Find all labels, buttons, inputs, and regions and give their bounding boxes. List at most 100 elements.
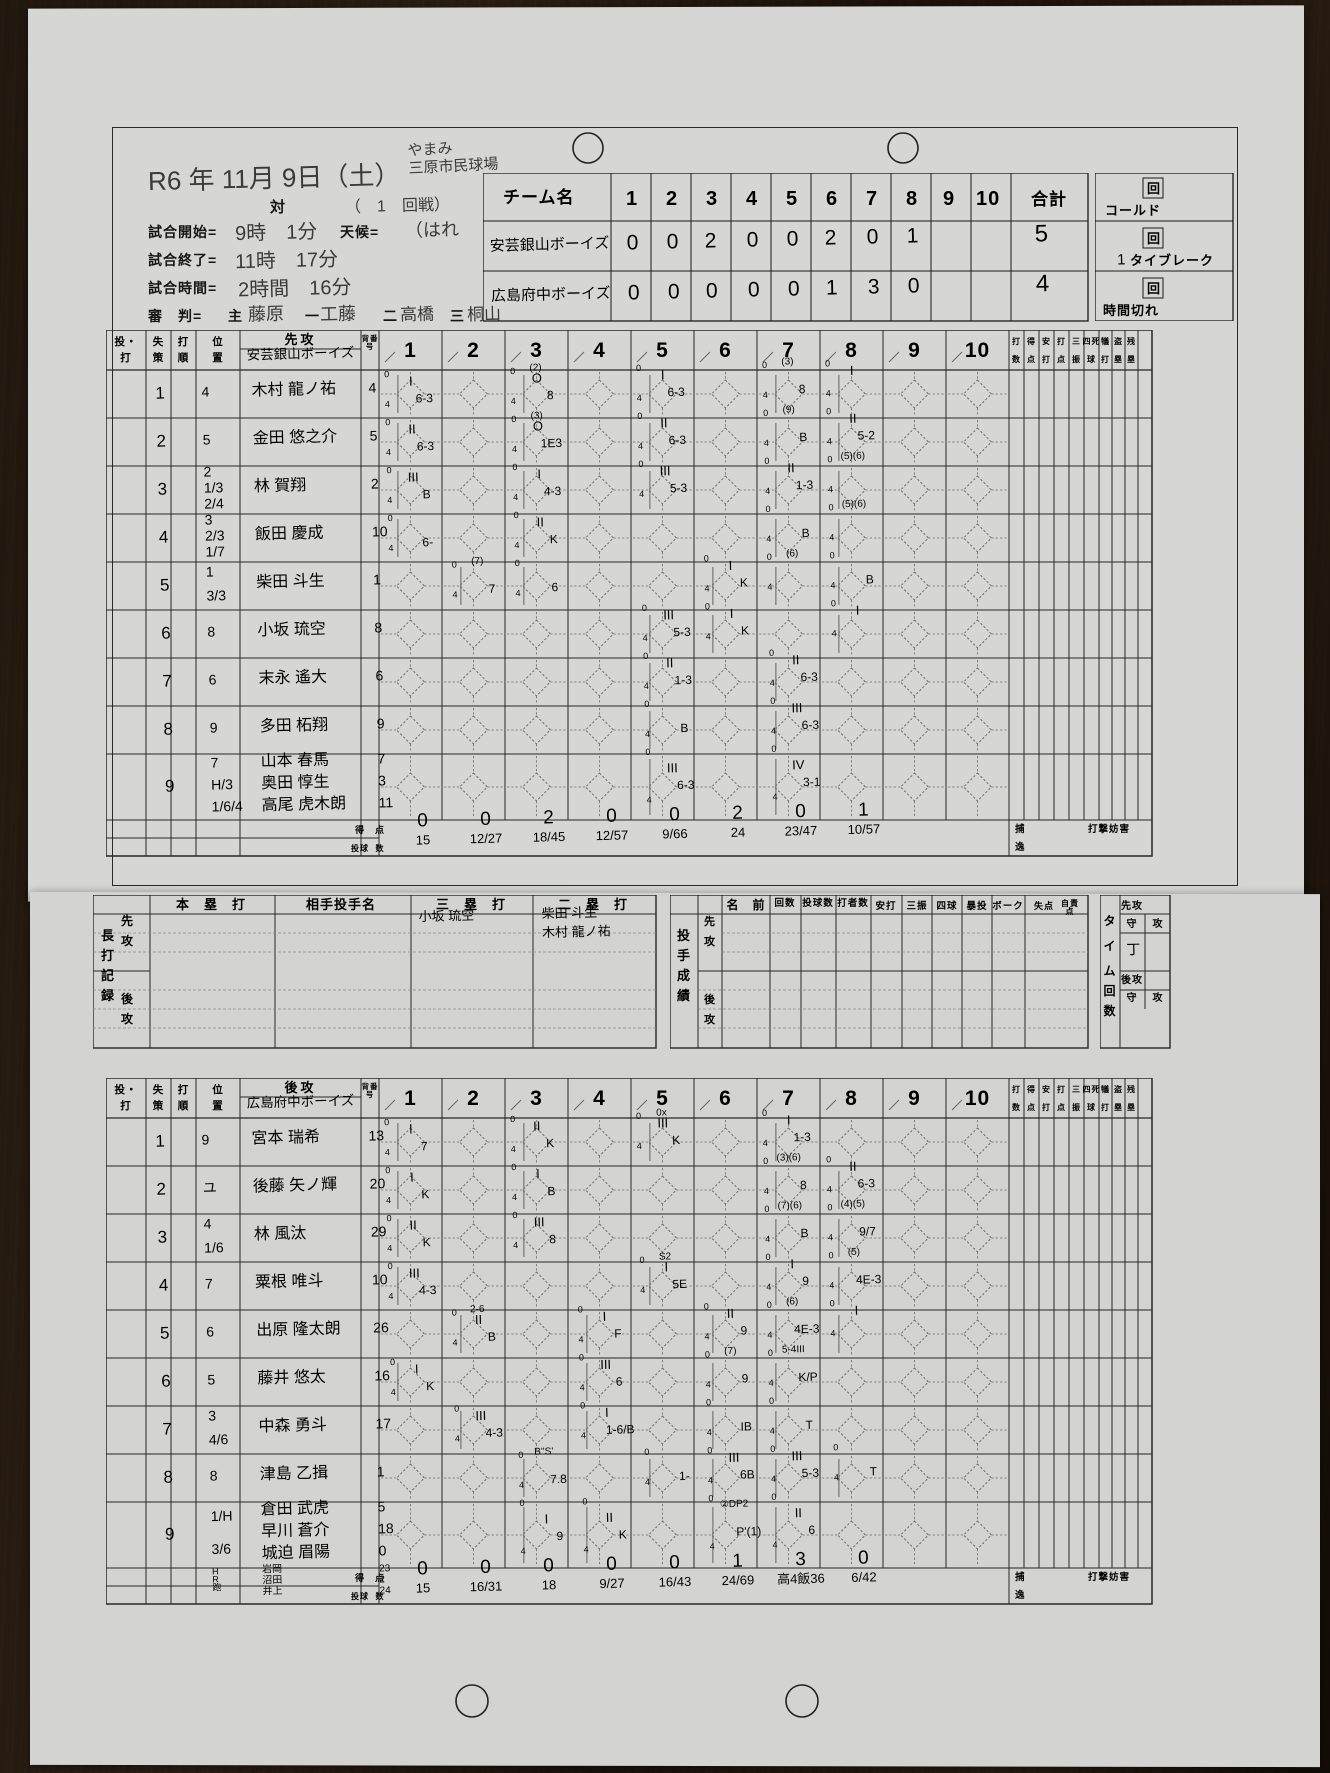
svg-text:策: 策 (152, 351, 165, 364)
svg-text:4: 4 (829, 1280, 834, 1290)
svg-text:I: I (850, 363, 854, 378)
svg-text:津島 乙揖: 津島 乙揖 (260, 1464, 329, 1484)
svg-text:9: 9 (165, 1524, 175, 1543)
svg-text:0: 0 (637, 411, 642, 421)
svg-text:0: 0 (763, 1156, 768, 1166)
svg-text:打: 打 (120, 1099, 132, 1112)
svg-text:0: 0 (417, 810, 428, 831)
svg-text:4: 4 (772, 792, 777, 802)
svg-text:4-3: 4-3 (485, 1425, 503, 1439)
svg-text:安: 安 (1042, 1084, 1051, 1094)
svg-text:2: 2 (379, 1574, 385, 1585)
svg-text:数: 数 (376, 843, 385, 853)
svg-text:回: 回 (1147, 181, 1161, 196)
svg-text:四死: 四死 (1083, 1085, 1101, 1094)
svg-text:I: I (787, 1112, 791, 1127)
svg-text:4: 4 (385, 399, 390, 409)
svg-text:4: 4 (391, 1387, 396, 1397)
svg-text:T: T (869, 1464, 877, 1478)
svg-text:回: 回 (1147, 231, 1161, 246)
svg-text:6-3: 6-3 (415, 391, 433, 405)
svg-text:1-: 1- (679, 1469, 690, 1483)
svg-text:0: 0 (826, 1154, 831, 1164)
svg-text:l: l (409, 1122, 412, 1137)
svg-text:4: 4 (513, 492, 518, 502)
svg-text:塁: 塁 (1114, 1102, 1123, 1112)
svg-text:4: 4 (827, 436, 832, 446)
svg-text:4: 4 (584, 1544, 589, 1554)
svg-text:II: II (787, 460, 795, 475)
svg-text:8: 8 (799, 382, 806, 396)
svg-text:0: 0 (706, 279, 718, 302)
svg-text:4: 4 (704, 1331, 709, 1341)
svg-text:1: 1 (732, 1551, 743, 1572)
svg-text:K: K (672, 1133, 680, 1147)
svg-text:3: 3 (868, 275, 880, 298)
svg-text:位: 位 (212, 335, 224, 348)
svg-text:4: 4 (645, 1477, 650, 1487)
svg-text:K: K (426, 1379, 434, 1393)
svg-text:0: 0 (786, 227, 798, 250)
svg-text:0: 0 (826, 406, 831, 416)
svg-text:10: 10 (372, 1271, 388, 1287)
svg-text:打撃妨害: 打撃妨害 (1088, 1571, 1130, 1583)
svg-text:0: 0 (669, 804, 680, 825)
svg-text:打: 打 (1057, 336, 1066, 346)
svg-text:I: I (544, 1511, 548, 1526)
svg-text:回: 回 (1147, 281, 1161, 296)
svg-text:20: 20 (369, 1175, 385, 1191)
svg-text:0: 0 (454, 1403, 459, 1413)
svg-text:8: 8 (547, 388, 554, 402)
svg-text:4-3: 4-3 (419, 1283, 437, 1297)
svg-text:6: 6 (808, 1523, 815, 1537)
svg-text:24: 24 (379, 1585, 391, 1596)
svg-text:0: 0 (480, 809, 491, 830)
svg-text:打: 打 (120, 351, 132, 364)
svg-text:4: 4 (452, 1337, 457, 1347)
svg-text:I: I (790, 1256, 794, 1271)
svg-text:4: 4 (764, 438, 769, 448)
svg-text:0: 0 (708, 1493, 713, 1503)
svg-text:II: II (533, 1118, 541, 1133)
svg-text:0: 0 (628, 281, 640, 304)
svg-text:4: 4 (638, 441, 643, 451)
svg-text:(5)(6): (5)(6) (842, 499, 867, 511)
svg-text:点: 点 (1057, 354, 1066, 364)
svg-text:末永 遙大: 末永 遙大 (258, 668, 327, 688)
svg-text:0: 0 (385, 417, 390, 427)
svg-text:7.8: 7.8 (550, 1472, 567, 1486)
svg-text:6B: 6B (740, 1467, 755, 1481)
svg-text:8: 8 (845, 1087, 858, 1110)
svg-text:3: 3 (795, 1549, 806, 1570)
svg-text:4: 4 (829, 532, 834, 542)
svg-text:0: 0 (908, 274, 920, 297)
svg-text:5: 5 (1034, 220, 1048, 247)
svg-text:6: 6 (719, 339, 732, 362)
svg-text:後藤 矢ノ輝: 後藤 矢ノ輝 (252, 1175, 337, 1195)
svg-text:9: 9 (943, 188, 955, 210)
svg-text:高4飯36: 高4飯36 (777, 1571, 825, 1587)
svg-text:2: 2 (666, 188, 678, 210)
svg-text:0: 0 (636, 1111, 641, 1121)
svg-text:4: 4 (708, 1475, 713, 1485)
svg-text:5E: 5E (672, 1277, 687, 1291)
svg-text:得: 得 (1026, 1084, 1036, 1094)
svg-text:0: 0 (827, 454, 832, 464)
svg-text:B: B (680, 721, 688, 735)
svg-text:K: K (740, 575, 748, 589)
svg-text:4: 4 (637, 393, 642, 403)
svg-text:6: 6 (719, 1087, 732, 1110)
svg-text:4: 4 (159, 528, 169, 547)
svg-text:0: 0 (512, 462, 517, 472)
svg-text:4: 4 (519, 1480, 524, 1490)
svg-text:0: 0 (515, 558, 520, 568)
svg-text:4: 4 (771, 1474, 776, 1484)
svg-text:III: III (600, 1357, 611, 1372)
svg-text:点: 点 (1027, 1102, 1036, 1112)
svg-text:4: 4 (763, 1138, 768, 1148)
svg-text:置: 置 (212, 1100, 224, 1112)
svg-text:7: 7 (162, 671, 172, 690)
svg-text:3/3: 3/3 (206, 587, 226, 603)
svg-text:②DP2: ②DP2 (720, 1499, 749, 1511)
svg-text:安芸銀山ボーイズ: 安芸銀山ボーイズ (246, 345, 354, 363)
